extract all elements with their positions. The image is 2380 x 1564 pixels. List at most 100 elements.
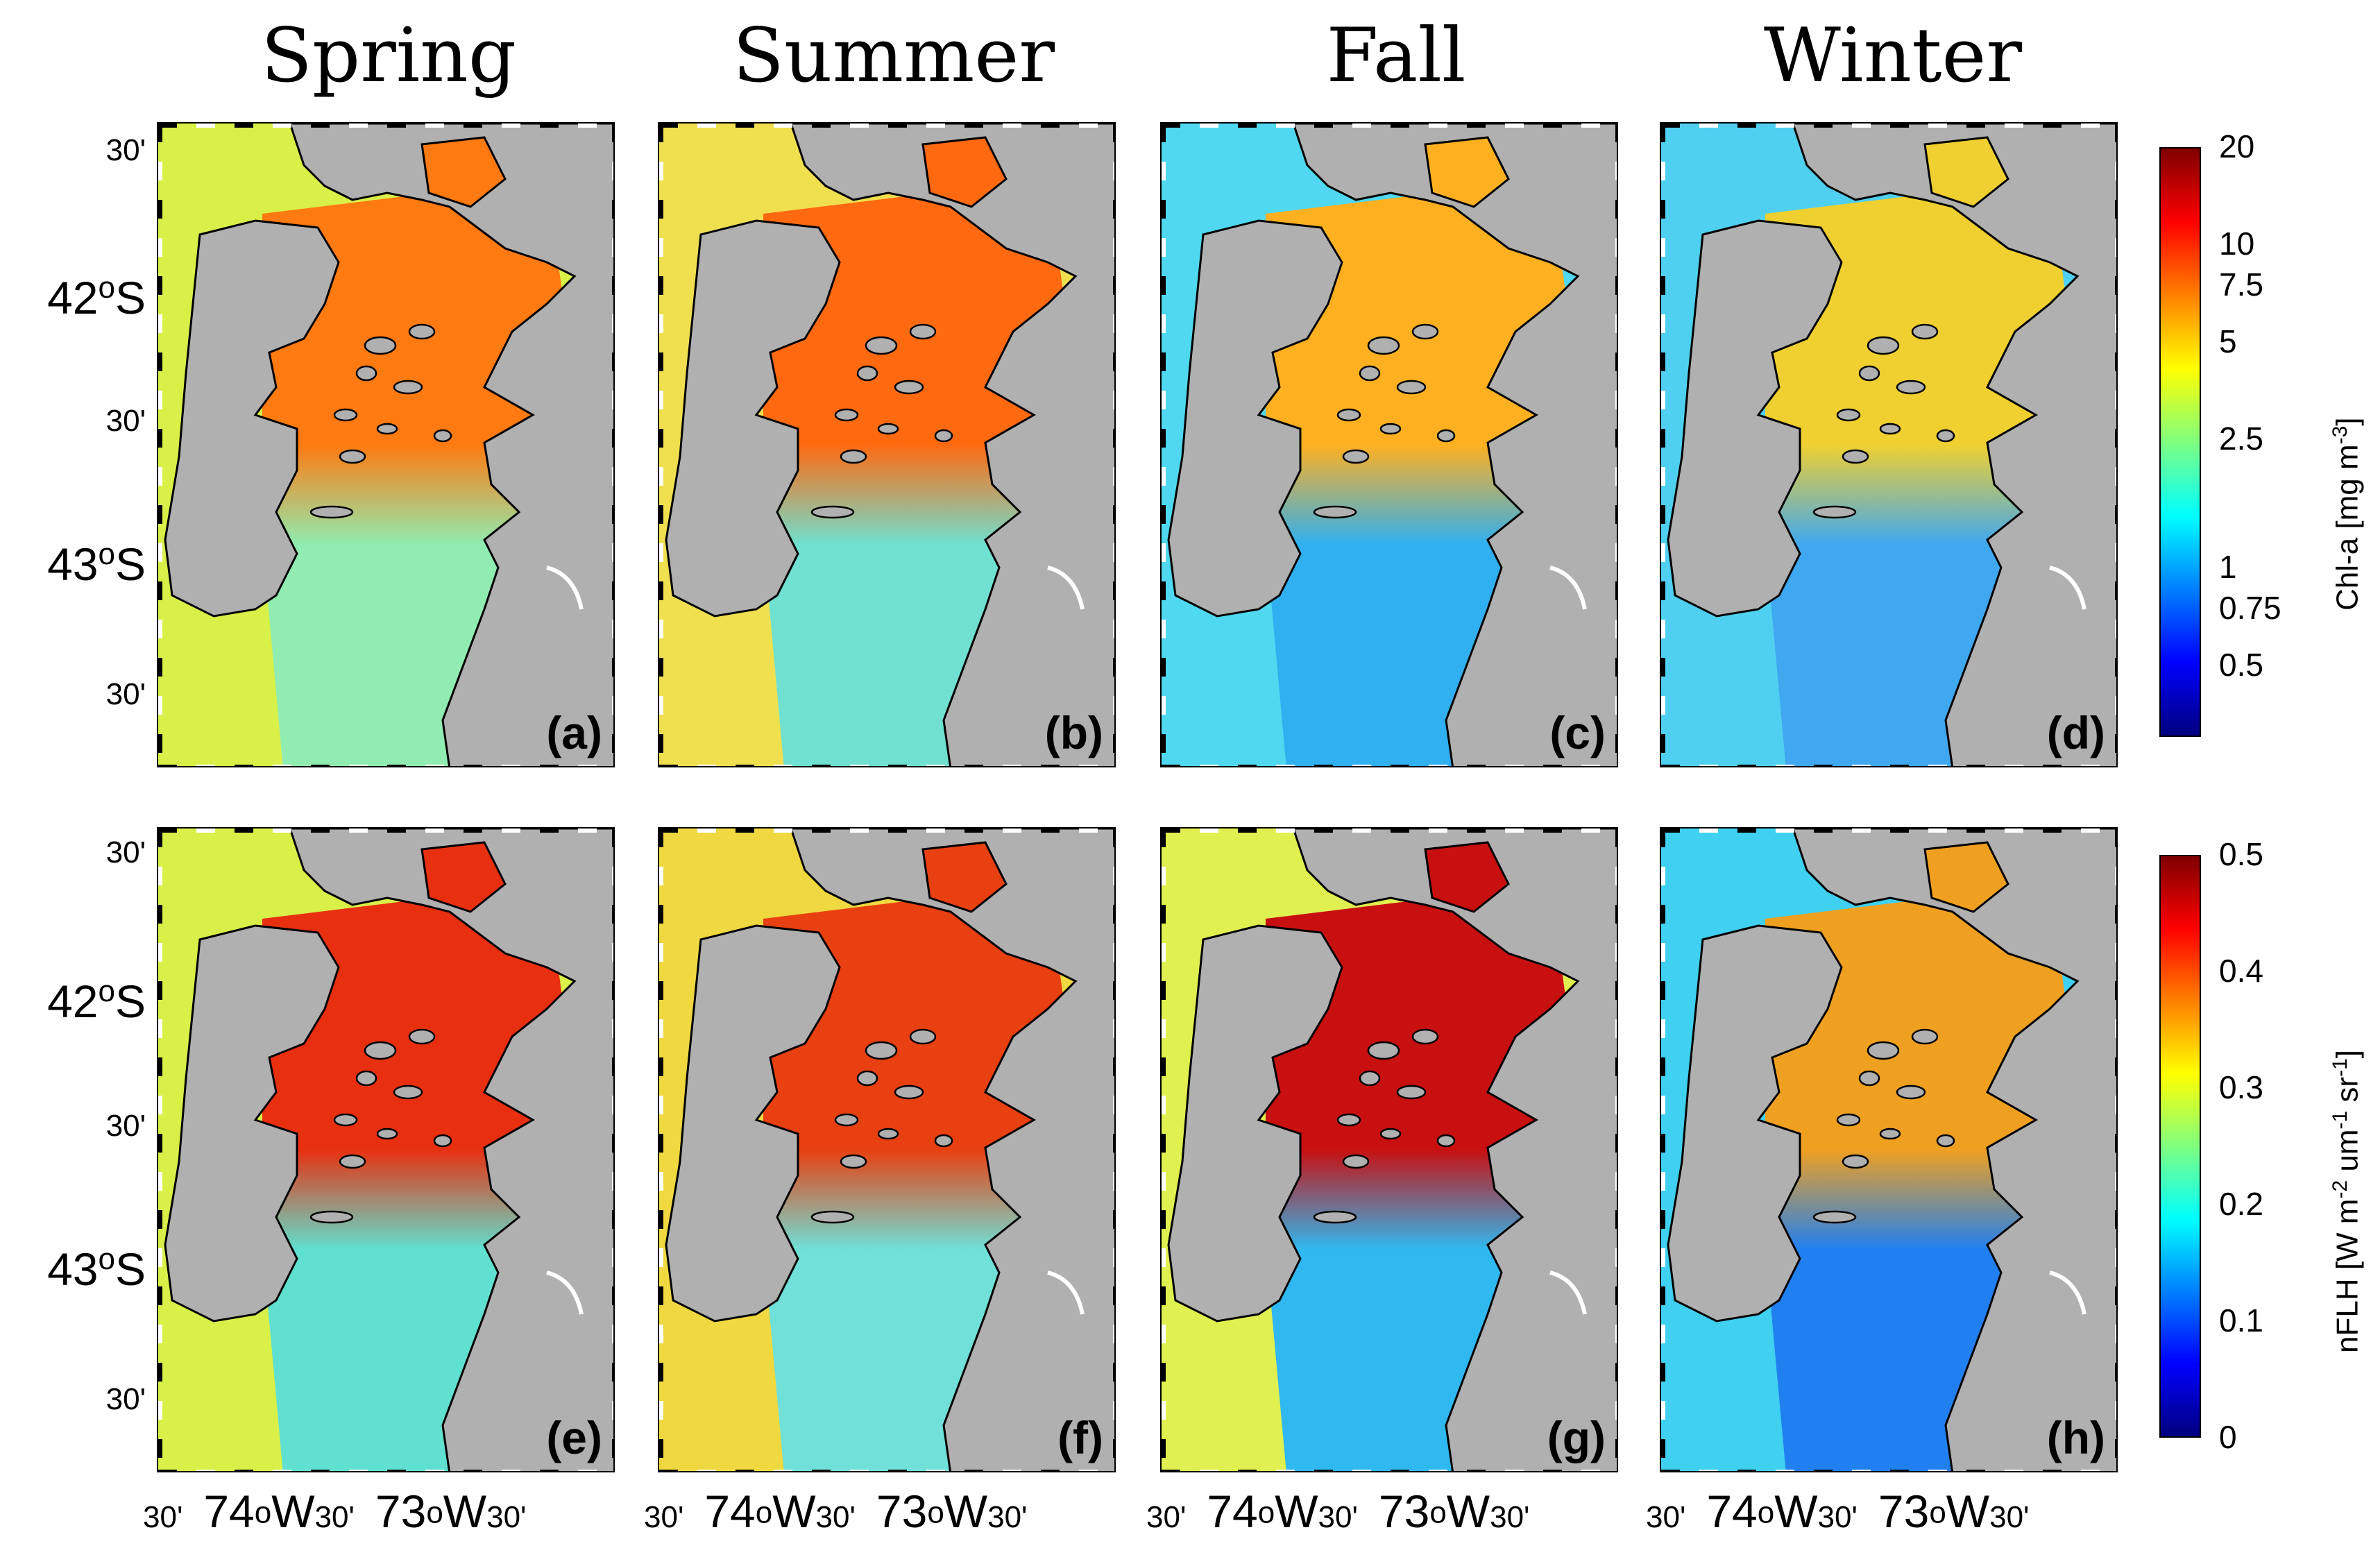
- map-image: [158, 124, 613, 766]
- mainland-landmass: [1292, 124, 1617, 766]
- colorbar-tick-label: 0.4: [2219, 953, 2263, 989]
- lat-label-30-mid: 30': [105, 1109, 146, 1143]
- map-image: [1162, 124, 1617, 766]
- small-island: [1842, 1154, 1869, 1169]
- fjord-water: [1923, 841, 2009, 913]
- lat-label-30-top: 30': [105, 133, 146, 167]
- chl-colorbar-title: Chl-a [mg m-3]: [2329, 417, 2365, 611]
- map-image: [659, 828, 1114, 1471]
- small-island: [1812, 1210, 1857, 1224]
- small-island: [1867, 1041, 1900, 1060]
- small-island: [909, 323, 937, 340]
- small-island: [376, 1128, 398, 1140]
- small-island: [1313, 505, 1357, 519]
- small-island: [364, 1041, 397, 1060]
- flh-colorbar-title: nFLH [W m-2 um-1 sr-1]: [2329, 1050, 2365, 1353]
- colorbar-tick-label: 5: [2219, 323, 2237, 359]
- small-island: [1911, 323, 1939, 340]
- fjord-water: [1424, 841, 1510, 913]
- small-island: [909, 1028, 937, 1045]
- small-island: [1379, 1128, 1402, 1140]
- lake-feature: [2049, 1270, 2086, 1315]
- lake-feature: [2049, 566, 2086, 610]
- season-title-summer: Summer: [733, 12, 1055, 99]
- chiloe-island: [665, 924, 841, 1323]
- lon-axis-labels: 30' 74oW30' 73oW30': [143, 1486, 527, 1537]
- lake-feature: [1047, 566, 1085, 610]
- panel-label-c: (c): [1549, 707, 1606, 758]
- small-island: [810, 1210, 855, 1224]
- map-panel-g: (g): [1160, 827, 1618, 1472]
- small-island: [1359, 1070, 1381, 1087]
- small-island: [1396, 1085, 1427, 1100]
- small-island: [840, 1154, 867, 1169]
- small-island: [355, 1070, 377, 1087]
- lon-axis-labels: 30' 74oW30' 73oW30': [1146, 1486, 1530, 1537]
- small-island: [1858, 1070, 1880, 1087]
- small-island: [1842, 449, 1869, 464]
- small-island: [1896, 1085, 1926, 1100]
- small-island: [339, 1154, 366, 1169]
- small-island: [865, 336, 898, 355]
- small-island: [1336, 408, 1361, 422]
- map-image: [1661, 828, 2116, 1471]
- mainland-landmass: [1792, 828, 2116, 1471]
- lat-label-43s: 43oS: [47, 1242, 146, 1295]
- small-island: [1342, 1154, 1370, 1169]
- small-island: [1936, 429, 1955, 443]
- small-island: [865, 1041, 898, 1060]
- small-island: [810, 505, 855, 519]
- lat-label-43s: 43oS: [47, 537, 146, 590]
- season-title-spring: Spring: [261, 12, 516, 99]
- fjord-water: [420, 136, 507, 208]
- small-island: [894, 380, 924, 395]
- panel-label-a: (a): [546, 707, 602, 758]
- small-island: [1436, 1134, 1456, 1148]
- small-island: [309, 1210, 354, 1224]
- lake-feature: [546, 566, 584, 610]
- small-island: [364, 336, 397, 355]
- mainland-landmass: [289, 124, 613, 766]
- small-island: [1396, 380, 1427, 395]
- chiloe-island: [164, 924, 340, 1323]
- small-island: [333, 1113, 358, 1127]
- small-island: [1313, 1210, 1357, 1224]
- fjord-water: [1424, 136, 1510, 208]
- map-image: [659, 124, 1114, 766]
- chiloe-island: [1667, 924, 1843, 1323]
- map-image: [158, 828, 613, 1471]
- map-image: [1661, 124, 2116, 766]
- small-island: [1836, 408, 1861, 422]
- small-island: [355, 365, 377, 382]
- colorbar-tick-label: 10: [2219, 226, 2255, 262]
- map-panel-b: (b): [658, 122, 1116, 767]
- panel-label-h: (h): [2046, 1412, 2105, 1463]
- small-island: [1411, 1028, 1439, 1045]
- colorbar-tick-label: 7.5: [2219, 266, 2263, 303]
- small-island: [433, 1134, 452, 1148]
- panel-label-g: (g): [1547, 1412, 1606, 1463]
- map-image: [1162, 828, 1617, 1471]
- lat-label-30-bottom: 30': [105, 1382, 146, 1416]
- lat-label-30-top: 30': [105, 835, 146, 869]
- small-island: [1336, 1113, 1361, 1127]
- lat-label-30-mid: 30': [105, 404, 146, 438]
- colorbar-tick-label: 2.5: [2219, 420, 2263, 457]
- small-island: [1436, 429, 1456, 443]
- chiloe-island: [1167, 924, 1343, 1323]
- small-island: [877, 423, 899, 435]
- small-island: [1812, 505, 1857, 519]
- colorbar-tick-label: 0.2: [2219, 1186, 2263, 1222]
- colorbar-tick-label: 0.1: [2219, 1302, 2263, 1338]
- lake-feature: [1549, 1270, 1587, 1315]
- map-panel-d: (d): [1660, 122, 2118, 767]
- mainland-landmass: [790, 124, 1114, 766]
- small-island: [1879, 1128, 1901, 1140]
- small-island: [1367, 336, 1400, 355]
- small-island: [834, 408, 859, 422]
- mainland-landmass: [790, 828, 1114, 1471]
- small-island: [408, 323, 436, 340]
- small-island: [1367, 1041, 1400, 1060]
- small-island: [309, 505, 354, 519]
